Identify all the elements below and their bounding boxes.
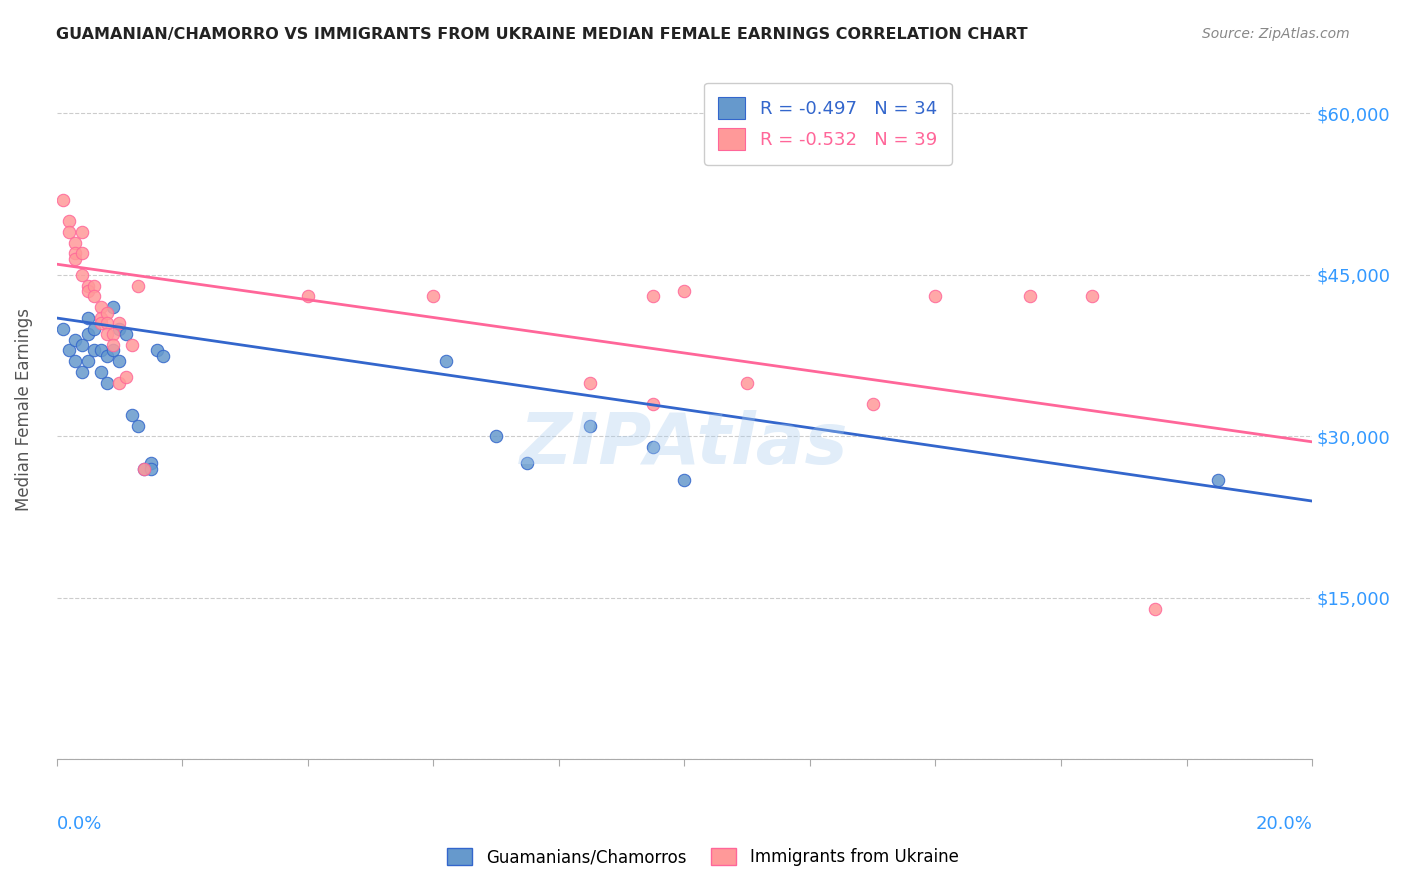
Point xyxy=(83,289,105,303)
Point xyxy=(58,225,80,239)
Point xyxy=(77,278,100,293)
Point xyxy=(121,338,143,352)
Legend: Guamanians/Chamorros, Immigrants from Ukraine: Guamanians/Chamorros, Immigrants from Uk… xyxy=(439,840,967,875)
Point xyxy=(70,338,93,352)
Point xyxy=(579,418,602,433)
Point xyxy=(52,193,75,207)
Point xyxy=(90,317,112,331)
Point xyxy=(1081,289,1104,303)
Point xyxy=(90,365,112,379)
Point xyxy=(70,268,93,282)
Point xyxy=(134,461,156,475)
Point xyxy=(108,354,131,368)
Point xyxy=(65,333,87,347)
Point xyxy=(58,343,80,358)
Text: GUAMANIAN/CHAMORRO VS IMMIGRANTS FROM UKRAINE MEDIAN FEMALE EARNINGS CORRELATION: GUAMANIAN/CHAMORRO VS IMMIGRANTS FROM UK… xyxy=(56,27,1028,42)
Legend: R = -0.497   N = 34, R = -0.532   N = 39: R = -0.497 N = 34, R = -0.532 N = 39 xyxy=(704,83,952,165)
Point xyxy=(83,343,105,358)
Point xyxy=(139,456,162,470)
Point xyxy=(96,327,118,342)
Point xyxy=(108,376,131,390)
Point xyxy=(90,300,112,314)
Point xyxy=(579,376,602,390)
Point xyxy=(70,365,93,379)
Point xyxy=(65,235,87,250)
Point xyxy=(70,225,93,239)
Point xyxy=(127,418,149,433)
Point xyxy=(114,327,136,342)
Point xyxy=(65,252,87,266)
Point xyxy=(96,317,118,331)
Text: 0.0%: 0.0% xyxy=(56,815,103,833)
Point xyxy=(735,376,758,390)
Point xyxy=(108,317,131,331)
Point xyxy=(77,327,100,342)
Point xyxy=(58,214,80,228)
Text: 20.0%: 20.0% xyxy=(1256,815,1312,833)
Point xyxy=(641,440,664,454)
Point xyxy=(434,354,457,368)
Point xyxy=(77,311,100,326)
Point xyxy=(83,278,105,293)
Point xyxy=(139,461,162,475)
Point xyxy=(65,354,87,368)
Point xyxy=(101,343,124,358)
Point xyxy=(90,343,112,358)
Point xyxy=(83,322,105,336)
Point xyxy=(70,246,93,260)
Point xyxy=(96,305,118,319)
Point xyxy=(641,397,664,411)
Point xyxy=(77,354,100,368)
Point xyxy=(1206,473,1229,487)
Point xyxy=(516,456,538,470)
Point xyxy=(924,289,946,303)
Text: Source: ZipAtlas.com: Source: ZipAtlas.com xyxy=(1202,27,1350,41)
Point xyxy=(1144,601,1167,615)
Point xyxy=(121,408,143,422)
Point xyxy=(673,473,696,487)
Point xyxy=(77,284,100,298)
Point xyxy=(96,349,118,363)
Point xyxy=(127,278,149,293)
Point xyxy=(90,311,112,326)
Point xyxy=(52,322,75,336)
Point xyxy=(96,376,118,390)
Point xyxy=(485,429,508,443)
Point xyxy=(641,289,664,303)
Point xyxy=(134,461,156,475)
Point xyxy=(101,338,124,352)
Point xyxy=(673,284,696,298)
Point xyxy=(101,300,124,314)
Point xyxy=(101,327,124,342)
Point xyxy=(114,370,136,384)
Point xyxy=(108,322,131,336)
Point xyxy=(65,246,87,260)
Point xyxy=(152,349,174,363)
Point xyxy=(422,289,444,303)
Text: ZIPAtlas: ZIPAtlas xyxy=(520,410,849,479)
Point xyxy=(862,397,884,411)
Point xyxy=(1018,289,1040,303)
Point xyxy=(297,289,319,303)
Y-axis label: Median Female Earnings: Median Female Earnings xyxy=(15,308,32,511)
Point xyxy=(146,343,169,358)
